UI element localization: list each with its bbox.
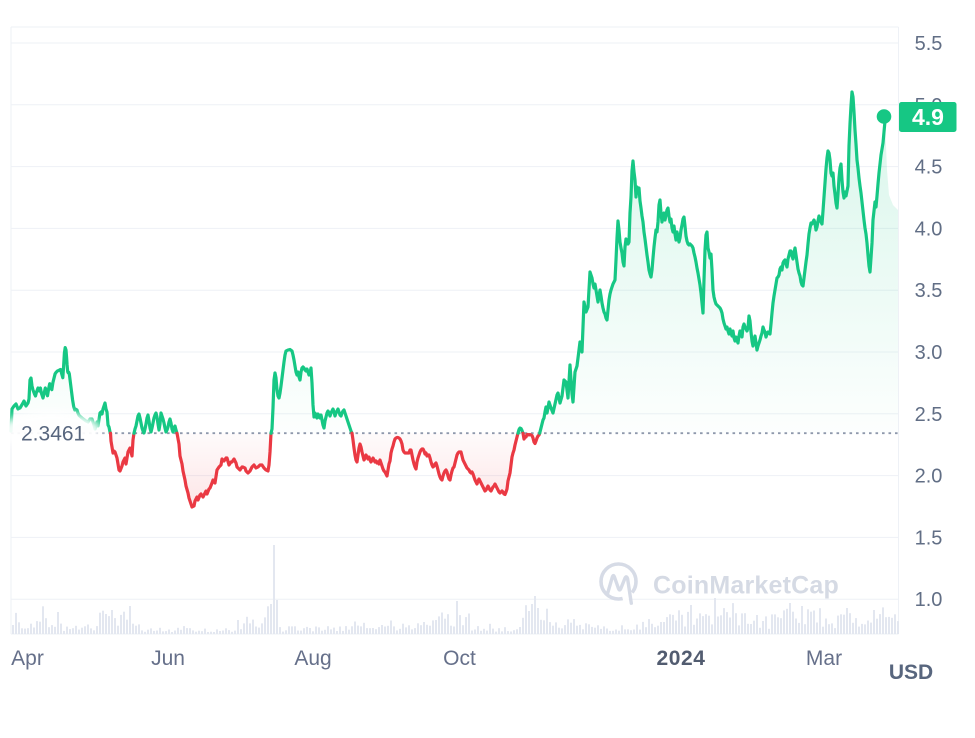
svg-text:Apr: Apr [11, 647, 44, 670]
svg-text:CoinMarketCap: CoinMarketCap [653, 572, 839, 600]
svg-text:5.5: 5.5 [915, 33, 943, 55]
svg-text:Oct: Oct [443, 647, 476, 670]
svg-text:4.0: 4.0 [915, 218, 943, 240]
svg-text:1.0: 1.0 [915, 589, 943, 611]
svg-text:4.5: 4.5 [915, 157, 943, 179]
svg-text:2.0: 2.0 [915, 466, 943, 488]
svg-text:Jun: Jun [151, 647, 185, 670]
svg-text:2.5: 2.5 [915, 404, 943, 426]
svg-text:1.5: 1.5 [915, 527, 943, 549]
svg-text:2.3461: 2.3461 [21, 423, 85, 446]
svg-text:3.5: 3.5 [915, 280, 943, 302]
svg-text:Aug: Aug [294, 647, 331, 670]
svg-text:2024: 2024 [656, 647, 705, 670]
svg-text:Mar: Mar [806, 647, 842, 670]
svg-text:3.0: 3.0 [915, 342, 943, 364]
svg-text:USD: USD [889, 661, 933, 684]
svg-text:4.9: 4.9 [912, 104, 944, 130]
